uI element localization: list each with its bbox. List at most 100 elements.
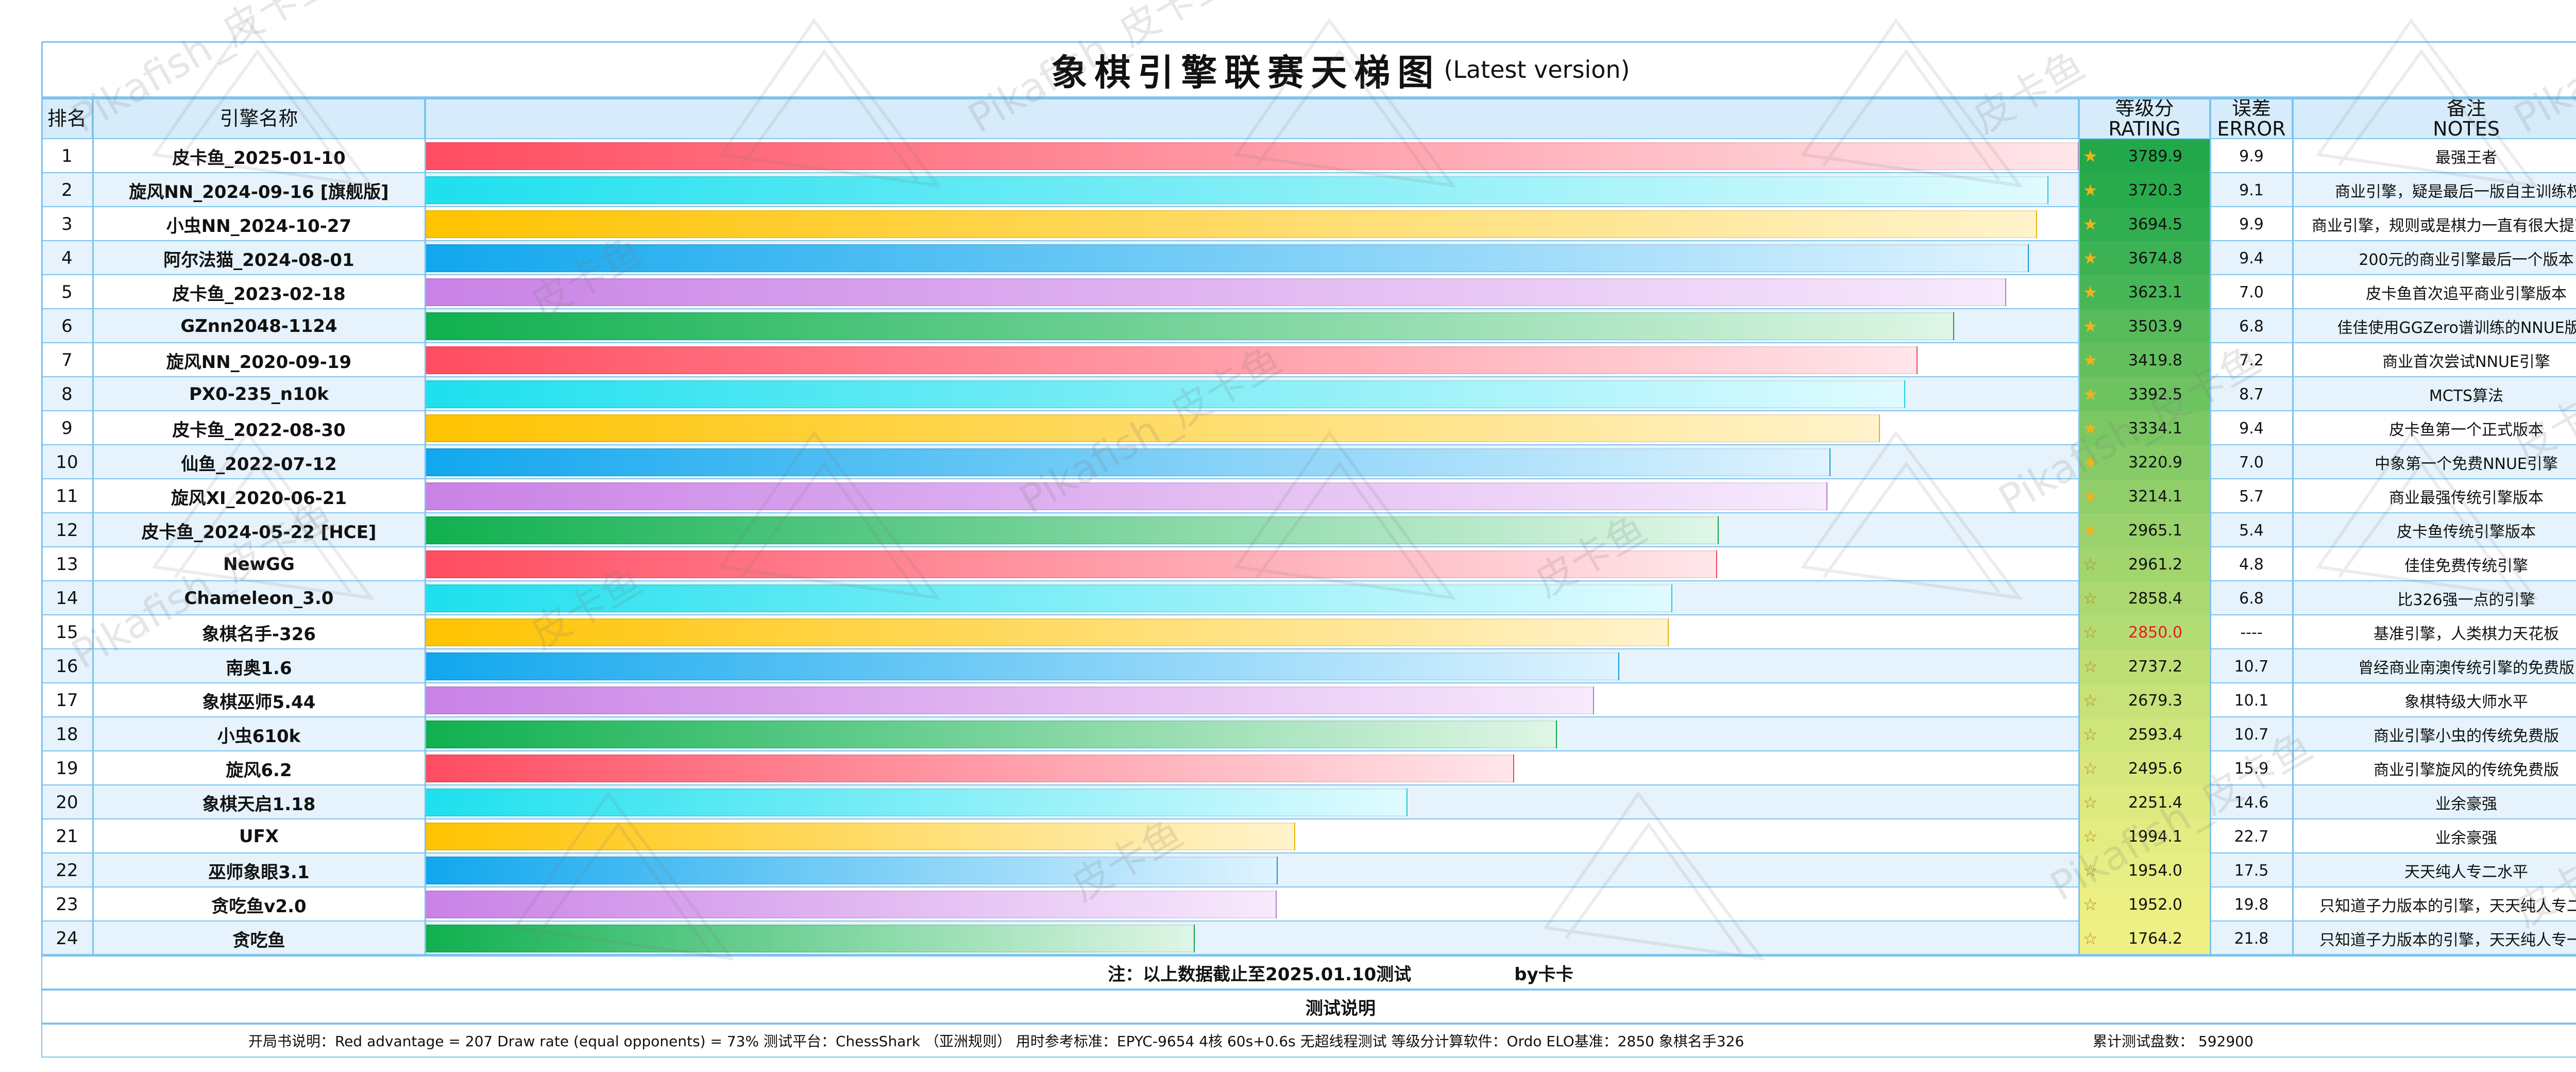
rating-bar <box>425 857 1278 884</box>
error-cell: 17.5 <box>2234 861 2269 880</box>
rank-cell: 19 <box>56 758 78 779</box>
engine-name: 皮卡鱼_2024-05-22 [HCE] <box>141 522 377 543</box>
rank-cell: 15 <box>56 622 78 643</box>
star-icon: ☆ <box>2083 793 2098 812</box>
engine-name: 旋风XI_2020-06-21 <box>171 488 347 509</box>
rating-value: 2850.0 <box>2128 623 2182 642</box>
error-cell: 9.9 <box>2239 147 2264 165</box>
error-cell: 9.9 <box>2239 215 2264 233</box>
rating-cell: ★ 3789.9 <box>2079 139 2210 173</box>
rating-bar <box>425 721 1557 748</box>
rank-cell: 1 <box>61 146 73 166</box>
title-suffix: (Latest version) <box>1444 56 1630 83</box>
rating-bar <box>425 244 2029 272</box>
rating-value: 3334.1 <box>2128 419 2182 438</box>
rank-cell: 5 <box>61 282 73 303</box>
rating-value: 1952.0 <box>2128 895 2182 914</box>
error-cell: 10.7 <box>2234 725 2269 744</box>
note-cell: 商业引擎小虫的传统免费版 <box>2374 727 2559 745</box>
test-info: 开局书说明：Red advantage = 207 Draw rate (equ… <box>248 1033 1744 1050</box>
rating-value: 3392.5 <box>2128 385 2182 404</box>
star-icon: ★ <box>2083 418 2098 438</box>
note-cell: 皮卡鱼第一个正式版本 <box>2389 421 2544 439</box>
footer-author: by卡卡 <box>1514 964 1573 985</box>
error-cell: 7.2 <box>2239 351 2264 370</box>
rating-bar <box>425 278 2006 306</box>
engine-name: 旋风NN_2020-09-19 <box>166 351 352 373</box>
rating-cell: ★ 3220.9 <box>2079 445 2210 479</box>
header-rank-line1: 排名 <box>47 107 87 130</box>
rank-cell: 2 <box>61 180 73 200</box>
rating-bar <box>425 925 1195 952</box>
star-icon: ☆ <box>2083 725 2098 744</box>
rating-value: 2965.1 <box>2128 521 2182 540</box>
engine-name: 皮卡鱼_2023-02-18 <box>172 283 346 305</box>
star-icon: ☆ <box>2083 929 2098 948</box>
note-cell: 商业引擎，疑是最后一版自主训练权重 <box>2335 183 2576 201</box>
note-cell: 佳佳使用GGZero谱训练的NNUE版本 <box>2337 319 2576 337</box>
rating-bar <box>425 550 1717 578</box>
rating-bar <box>425 755 1514 782</box>
rating-cell: ★ 3623.1 <box>2079 275 2210 309</box>
rating-bar <box>425 210 2037 238</box>
error-cell: 9.1 <box>2239 181 2264 199</box>
column-divider <box>2210 98 2211 956</box>
note-cell: 商业最强传统引擎版本 <box>2389 489 2544 507</box>
error-cell: 22.7 <box>2234 827 2269 846</box>
note-cell: 佳佳免费传统引擎 <box>2404 557 2528 575</box>
rating-bar <box>425 652 1619 680</box>
header-rating: 等级分 RATING <box>2079 98 2210 139</box>
rating-value: 3674.8 <box>2128 249 2182 267</box>
engine-name: NewGG <box>223 554 295 575</box>
rank-cell: 3 <box>61 214 73 234</box>
header-notes: 备注 NOTES <box>2293 98 2576 139</box>
rating-value: 3720.3 <box>2128 181 2182 199</box>
error-cell: 19.8 <box>2234 895 2269 914</box>
star-icon: ★ <box>2083 248 2098 268</box>
note-cell: 中象第一个免费NNUE引擎 <box>2375 455 2558 473</box>
star-icon: ★ <box>2083 316 2098 336</box>
rating-cell: ★ 3392.5 <box>2079 377 2210 411</box>
header-name-line1: 引擎名称 <box>219 107 298 130</box>
rating-cell: ☆ 2593.4 <box>2079 717 2210 751</box>
star-icon: ★ <box>2083 350 2098 370</box>
star-icon: ★ <box>2083 521 2098 540</box>
star-icon: ☆ <box>2083 623 2098 642</box>
rating-value: 1954.0 <box>2128 861 2182 880</box>
engine-name: 贪吃鱼v2.0 <box>211 896 307 917</box>
rating-cell: ☆ 1994.1 <box>2079 819 2210 853</box>
rank-cell: 24 <box>56 928 78 949</box>
star-icon: ★ <box>2083 214 2098 234</box>
rating-cell: ☆ 2737.2 <box>2079 649 2210 683</box>
error-cell: 6.8 <box>2239 317 2264 336</box>
ladder-chart: 象棋引擎联赛天梯图 (Latest version) 排名 引擎名称 等级分 RATI… <box>41 41 2576 1062</box>
star-icon: ☆ <box>2083 657 2098 676</box>
engine-name: 旋风6.2 <box>226 760 292 781</box>
rank-cell: 6 <box>61 316 73 337</box>
column-divider <box>2078 98 2080 956</box>
engine-name: 旋风NN_2024-09-16 [旗舰版] <box>129 181 389 203</box>
rating-value: 3503.9 <box>2128 317 2182 336</box>
header-rating-line1: 等级分 <box>2115 98 2174 120</box>
star-icon: ☆ <box>2083 589 2098 608</box>
engine-name: 小虫NN_2024-10-27 <box>166 215 352 237</box>
rank-cell: 20 <box>56 792 78 813</box>
header-error-line1: 误差 <box>2231 98 2271 120</box>
rating-cell: ☆ 2251.4 <box>2079 785 2210 819</box>
footer-section-title: 测试说明 <box>41 990 2576 1024</box>
rating-bar <box>425 584 1672 612</box>
rank-cell: 17 <box>56 690 78 711</box>
star-icon: ★ <box>2083 453 2098 472</box>
column-divider <box>92 98 94 956</box>
note-cell: 只知道子力版本的引擎，天天纯人专二水平 <box>2319 897 2576 915</box>
note-cell: 皮卡鱼首次追平商业引擎版本 <box>2366 285 2567 303</box>
rating-bar <box>425 482 1827 510</box>
column-divider <box>2292 98 2294 956</box>
note-cell: 业余豪强 <box>2435 829 2497 847</box>
rating-value: 3220.9 <box>2128 453 2182 472</box>
footer-note: 注：以上数据截止至2025.01.10测试 <box>1108 964 1412 985</box>
rating-cell: ★ 3503.9 <box>2079 309 2210 343</box>
engine-name: 象棋巫师5.44 <box>202 692 316 713</box>
error-cell: 5.4 <box>2239 521 2264 540</box>
rating-cell: ★ 2965.1 <box>2079 513 2210 547</box>
